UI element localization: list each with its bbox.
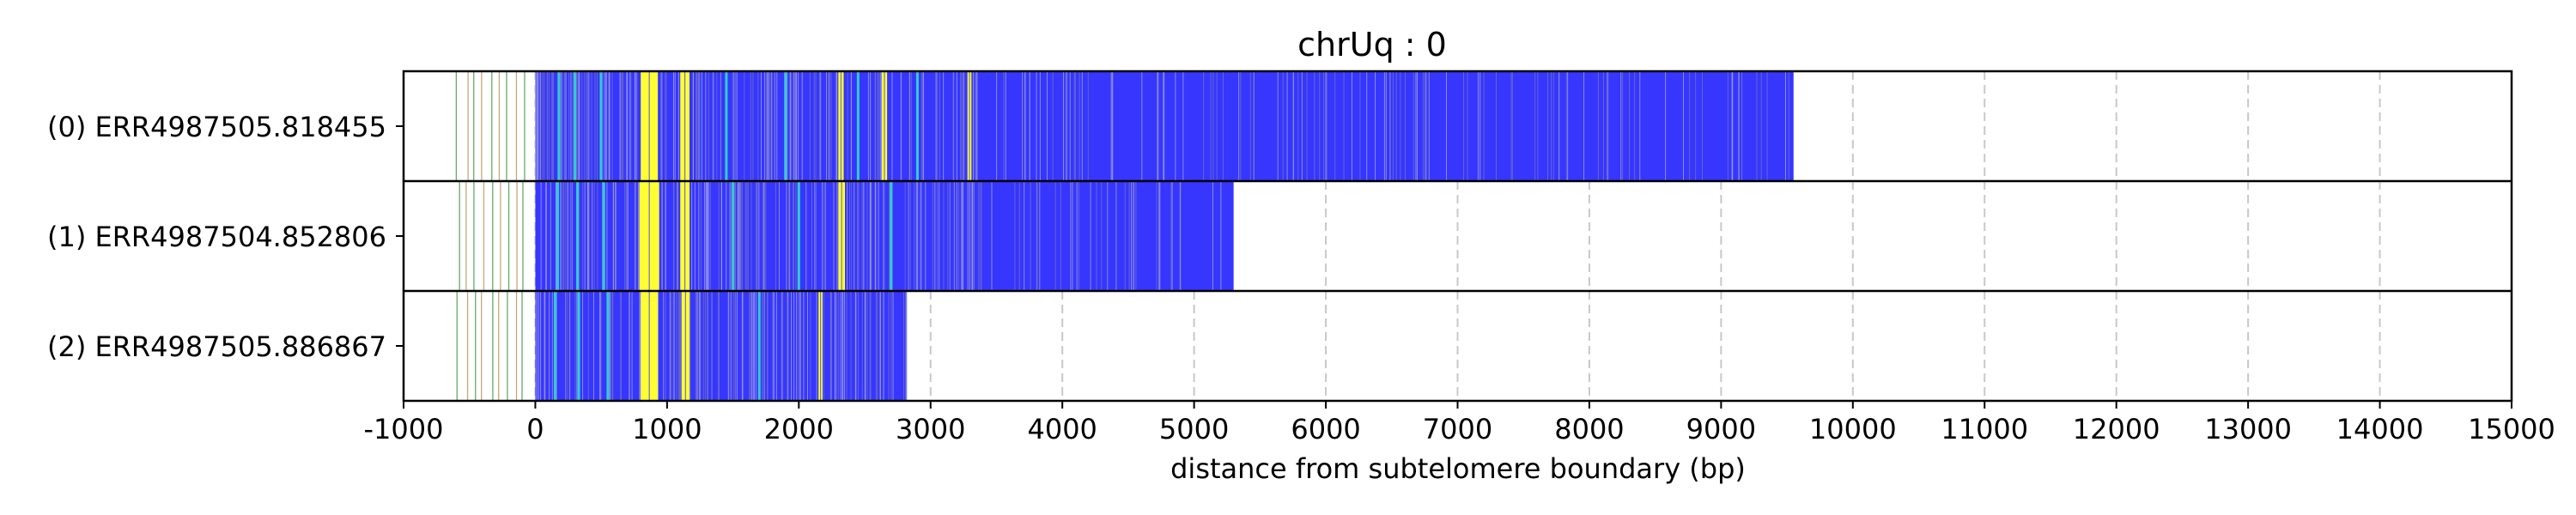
x-tick-label: -1000 <box>364 413 444 445</box>
x-tick-label: 4000 <box>1027 413 1097 445</box>
x-tick-label: 12000 <box>2073 413 2160 445</box>
x-tick-label: 11000 <box>1941 413 2028 445</box>
read-label: (0) ERR4987505.818455 <box>47 111 386 143</box>
read-label: (1) ERR4987504.852806 <box>47 221 386 253</box>
x-tick-label: 1000 <box>632 413 702 445</box>
read-track <box>456 291 908 401</box>
x-tick-label: 7000 <box>1423 413 1492 445</box>
chart-title: chrUq : 0 <box>1297 26 1447 64</box>
x-tick-label: 3000 <box>896 413 965 445</box>
read-track <box>455 71 1794 181</box>
read-label: (2) ERR4987505.886867 <box>47 330 386 363</box>
x-tick-label: 2000 <box>764 413 834 445</box>
x-tick-label: 13000 <box>2204 413 2292 445</box>
x-axis-ticks: -1000 0 1000 2000 3000 4000 5000 6000 7000 8000 90… <box>364 401 2555 445</box>
x-tick-label: 8000 <box>1554 413 1624 445</box>
x-tick-label: 9000 <box>1686 413 1756 445</box>
x-axis-label: distance from subtelomere boundary (bp) <box>1170 452 1746 485</box>
x-tick-label: 14000 <box>2336 413 2424 445</box>
x-tick-label: 0 <box>526 413 544 445</box>
y-axis-labels: (0) ERR4987505.818455 (1) ERR4987504.8528… <box>47 111 404 363</box>
x-tick-label: 15000 <box>2468 413 2555 445</box>
x-tick-label: 5000 <box>1159 413 1229 445</box>
read-tracks <box>455 71 1794 401</box>
read-track <box>459 181 1234 291</box>
x-tick-label: 10000 <box>1809 413 1897 445</box>
x-tick-label: 6000 <box>1291 413 1360 445</box>
